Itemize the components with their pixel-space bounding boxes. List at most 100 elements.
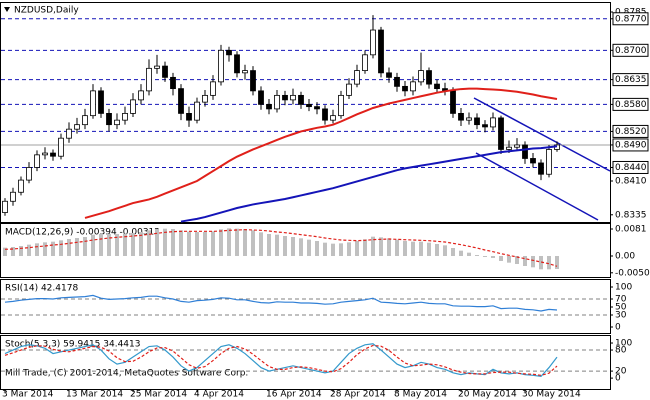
candle-body xyxy=(250,70,256,92)
histogram-bar xyxy=(59,240,63,256)
candle-body xyxy=(482,124,488,128)
histogram-bar xyxy=(547,256,551,270)
y-tick-label: 0.8335 xyxy=(615,210,647,220)
histogram-bar xyxy=(51,241,55,256)
candle-body xyxy=(546,149,552,175)
candle-body xyxy=(282,94,288,101)
candle-body xyxy=(242,70,248,74)
histogram-bar xyxy=(3,247,7,256)
histogram-bar xyxy=(459,250,463,256)
series-line xyxy=(4,294,558,312)
histogram-bar xyxy=(259,232,263,256)
series-line xyxy=(84,87,558,219)
y-tick-label: 100 xyxy=(615,339,632,349)
symbol-menu-arrow xyxy=(4,7,10,12)
histogram-bar xyxy=(315,241,319,256)
candle-body xyxy=(154,65,160,69)
candle-body xyxy=(82,115,88,126)
candle-body xyxy=(90,90,96,117)
histogram-bar xyxy=(187,231,191,256)
candle-body xyxy=(10,191,16,202)
chart-title: NZDUSD,Daily xyxy=(14,6,79,16)
x-tick-label: 25 Mar 2014 xyxy=(130,390,187,400)
candle-body xyxy=(34,154,40,168)
histogram-bar xyxy=(35,243,39,256)
candle-body xyxy=(538,162,544,175)
candle-body xyxy=(474,117,480,126)
candle-body xyxy=(322,108,328,121)
y-tick-label: 0.8490 xyxy=(615,140,647,150)
histogram-bar xyxy=(227,228,231,256)
channel-lower xyxy=(475,152,599,221)
candle-body xyxy=(330,115,336,121)
candle-body xyxy=(354,70,360,85)
candle-body xyxy=(106,113,112,126)
histogram-bar xyxy=(75,238,79,256)
candle-body xyxy=(2,200,8,213)
histogram-bar xyxy=(211,231,215,256)
histogram-bar xyxy=(291,237,295,256)
channel-upper xyxy=(473,97,611,172)
candle-body xyxy=(426,70,432,85)
candle-body xyxy=(402,85,408,92)
histogram-bar xyxy=(427,242,431,256)
candle-body xyxy=(298,94,304,105)
y-tick-label: 20 xyxy=(615,367,627,377)
x-tick-label: 13 Mar 2014 xyxy=(66,390,123,400)
candle-body xyxy=(434,83,440,90)
x-tick-label: 30 May 2014 xyxy=(522,390,581,400)
candle-body xyxy=(66,128,72,139)
histogram-bar xyxy=(499,256,503,261)
candle-body xyxy=(258,90,264,105)
price-label-box xyxy=(612,43,649,57)
series-line xyxy=(4,344,558,376)
candle-body xyxy=(58,137,64,157)
candle-body xyxy=(490,117,496,128)
candle-body xyxy=(194,101,200,121)
y-tick-label: 0.8440 xyxy=(615,163,647,173)
candle-body xyxy=(338,94,344,117)
candle-body xyxy=(42,152,48,156)
histogram-bar xyxy=(435,244,439,256)
panel-title: RSI(14) 42.4178 xyxy=(5,284,78,294)
series-line xyxy=(180,145,558,223)
histogram-bar xyxy=(19,246,23,256)
x-tick-label: 28 Apr 2014 xyxy=(330,390,386,400)
y-tick-label: 0.8635 xyxy=(615,75,647,85)
y-tick-label: 0.8770 xyxy=(615,14,647,24)
price-label-box xyxy=(612,160,649,174)
histogram-bar xyxy=(323,242,327,256)
histogram-bar xyxy=(243,229,247,256)
candle-body xyxy=(466,117,472,121)
series-line xyxy=(4,343,558,377)
series-line xyxy=(4,229,558,267)
histogram-bar xyxy=(83,237,87,256)
candle-body xyxy=(138,90,144,101)
y-tick-label: 0.8410 xyxy=(615,176,647,186)
y-tick-label: 100 xyxy=(615,283,632,293)
y-tick-label: 50 xyxy=(615,303,627,313)
histogram-bar xyxy=(299,238,303,256)
stoch-panel-border xyxy=(0,335,611,390)
histogram-bar xyxy=(379,237,383,256)
y-tick-label: 0.00 xyxy=(615,252,635,262)
histogram-bar xyxy=(67,239,71,256)
candle-body xyxy=(218,49,224,83)
candle-body xyxy=(146,67,152,92)
histogram-bar xyxy=(123,233,127,256)
candle-body xyxy=(170,76,176,90)
candle-body xyxy=(162,65,168,78)
candle-body xyxy=(202,94,208,103)
panel-title: Stoch(5,3,3) 59.9415 34.4413 xyxy=(5,340,140,350)
price-label-box xyxy=(612,138,649,152)
y-tick-label: 0 xyxy=(615,323,621,333)
candle-body xyxy=(98,90,104,114)
macd-panel-border xyxy=(0,223,611,278)
histogram-bar xyxy=(523,256,527,266)
candle-body xyxy=(226,49,232,56)
y-tick-label: 80 xyxy=(615,346,627,356)
histogram-bar xyxy=(283,236,287,256)
histogram-bar xyxy=(147,230,151,256)
candle-body xyxy=(386,72,392,78)
